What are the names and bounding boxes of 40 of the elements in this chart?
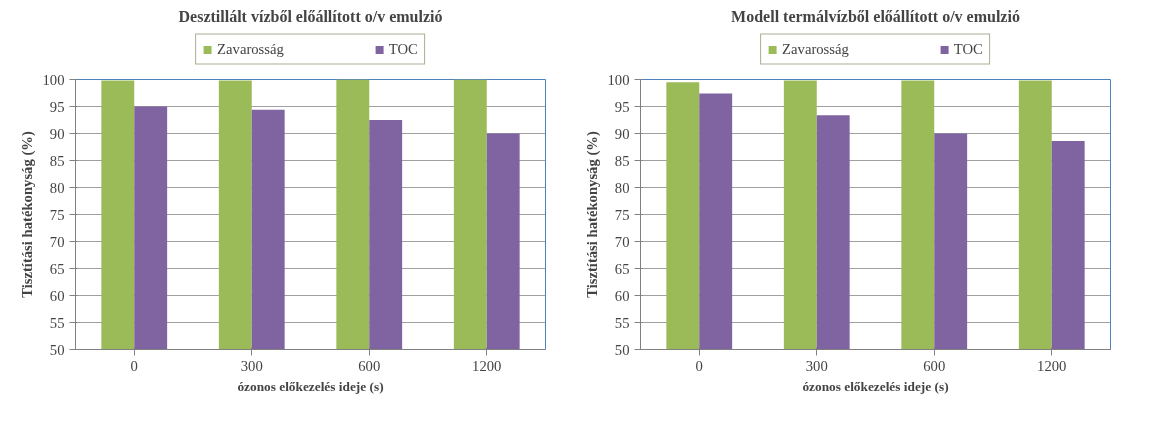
legend-label: Zavarosság	[217, 40, 284, 58]
y-tick-label: 100	[607, 71, 630, 88]
y-tick-label: 50	[614, 341, 630, 358]
y-tick-label: 100	[42, 71, 65, 88]
y-tick-label: 80	[614, 179, 630, 196]
y-tick-label: 75	[49, 206, 65, 223]
x-tick-label: 600	[923, 357, 946, 374]
y-axis-title: Tisztítási hatékonyság (%)	[583, 131, 601, 298]
x-tick-label: 600	[358, 357, 381, 374]
y-tick-label: 90	[49, 125, 65, 142]
x-tick-label: 300	[240, 357, 263, 374]
y-tick-label: 80	[49, 179, 65, 196]
y-tick-label: 95	[49, 98, 65, 115]
y-tick-label: 85	[614, 152, 630, 169]
chart-title: Desztillált vízből előállított o/v emulzió	[178, 7, 443, 25]
y-tick-label: 70	[49, 233, 65, 250]
y-tick-label: 65	[49, 260, 65, 277]
legend-label: TOC	[388, 40, 418, 58]
y-tick-label: 75	[614, 206, 630, 223]
legend-label: Zavarosság	[782, 40, 849, 58]
x-axis-title: ózonos előkezelés ideje (s)	[237, 378, 384, 394]
y-axis-title: Tisztítási hatékonyság (%)	[18, 131, 36, 298]
x-tick-label: 300	[805, 357, 828, 374]
x-tick-label: 1200	[472, 357, 502, 374]
y-tick-label: 55	[49, 314, 65, 331]
x-tick-label: 1200	[1037, 357, 1067, 374]
y-tick-label: 55	[614, 314, 630, 331]
y-tick-label: 85	[49, 152, 65, 169]
y-tick-label: 60	[614, 287, 630, 304]
chart-title: Modell termálvízből előállított o/v emulzió	[731, 7, 1020, 25]
y-tick-label: 70	[614, 233, 630, 250]
y-tick-label: 95	[614, 98, 630, 115]
x-tick-label: 0	[695, 357, 703, 374]
y-tick-label: 60	[49, 287, 65, 304]
y-tick-label: 90	[614, 125, 630, 142]
x-tick-label: 0	[130, 357, 138, 374]
legend-label: TOC	[953, 40, 983, 58]
x-axis-title: ózonos előkezelés ideje (s)	[802, 378, 949, 394]
y-tick-label: 65	[614, 260, 630, 277]
y-tick-label: 50	[49, 341, 65, 358]
